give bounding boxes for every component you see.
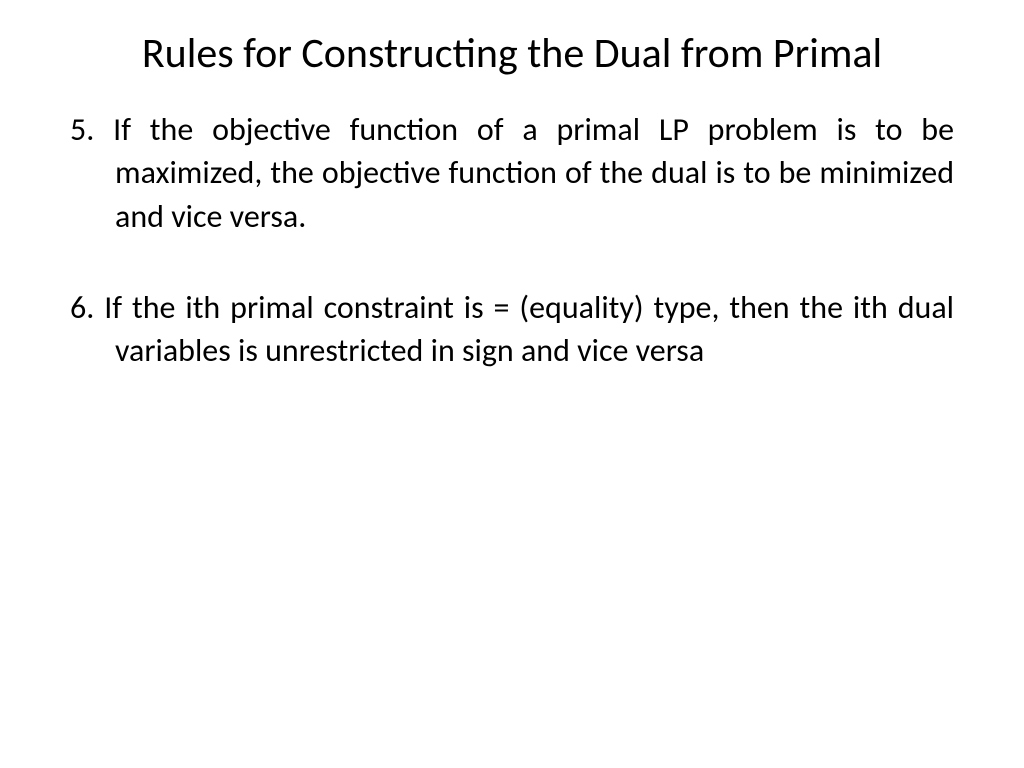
rule-text: If the objective function of a primal LP…: [113, 110, 954, 235]
rule-text: If the ith primal constraint is = (equal…: [104, 288, 954, 370]
rule-item: 6. If the ith primal constraint is = (eq…: [70, 286, 954, 372]
rule-number: 6.: [70, 288, 94, 327]
rule-item: 5. If the objective function of a primal…: [70, 108, 954, 238]
slide-body: 5. If the objective function of a primal…: [70, 108, 954, 372]
rule-number: 5.: [70, 110, 94, 149]
slide-title: Rules for Constructing the Dual from Pri…: [70, 30, 954, 78]
slide-container: Rules for Constructing the Dual from Pri…: [0, 0, 1024, 768]
